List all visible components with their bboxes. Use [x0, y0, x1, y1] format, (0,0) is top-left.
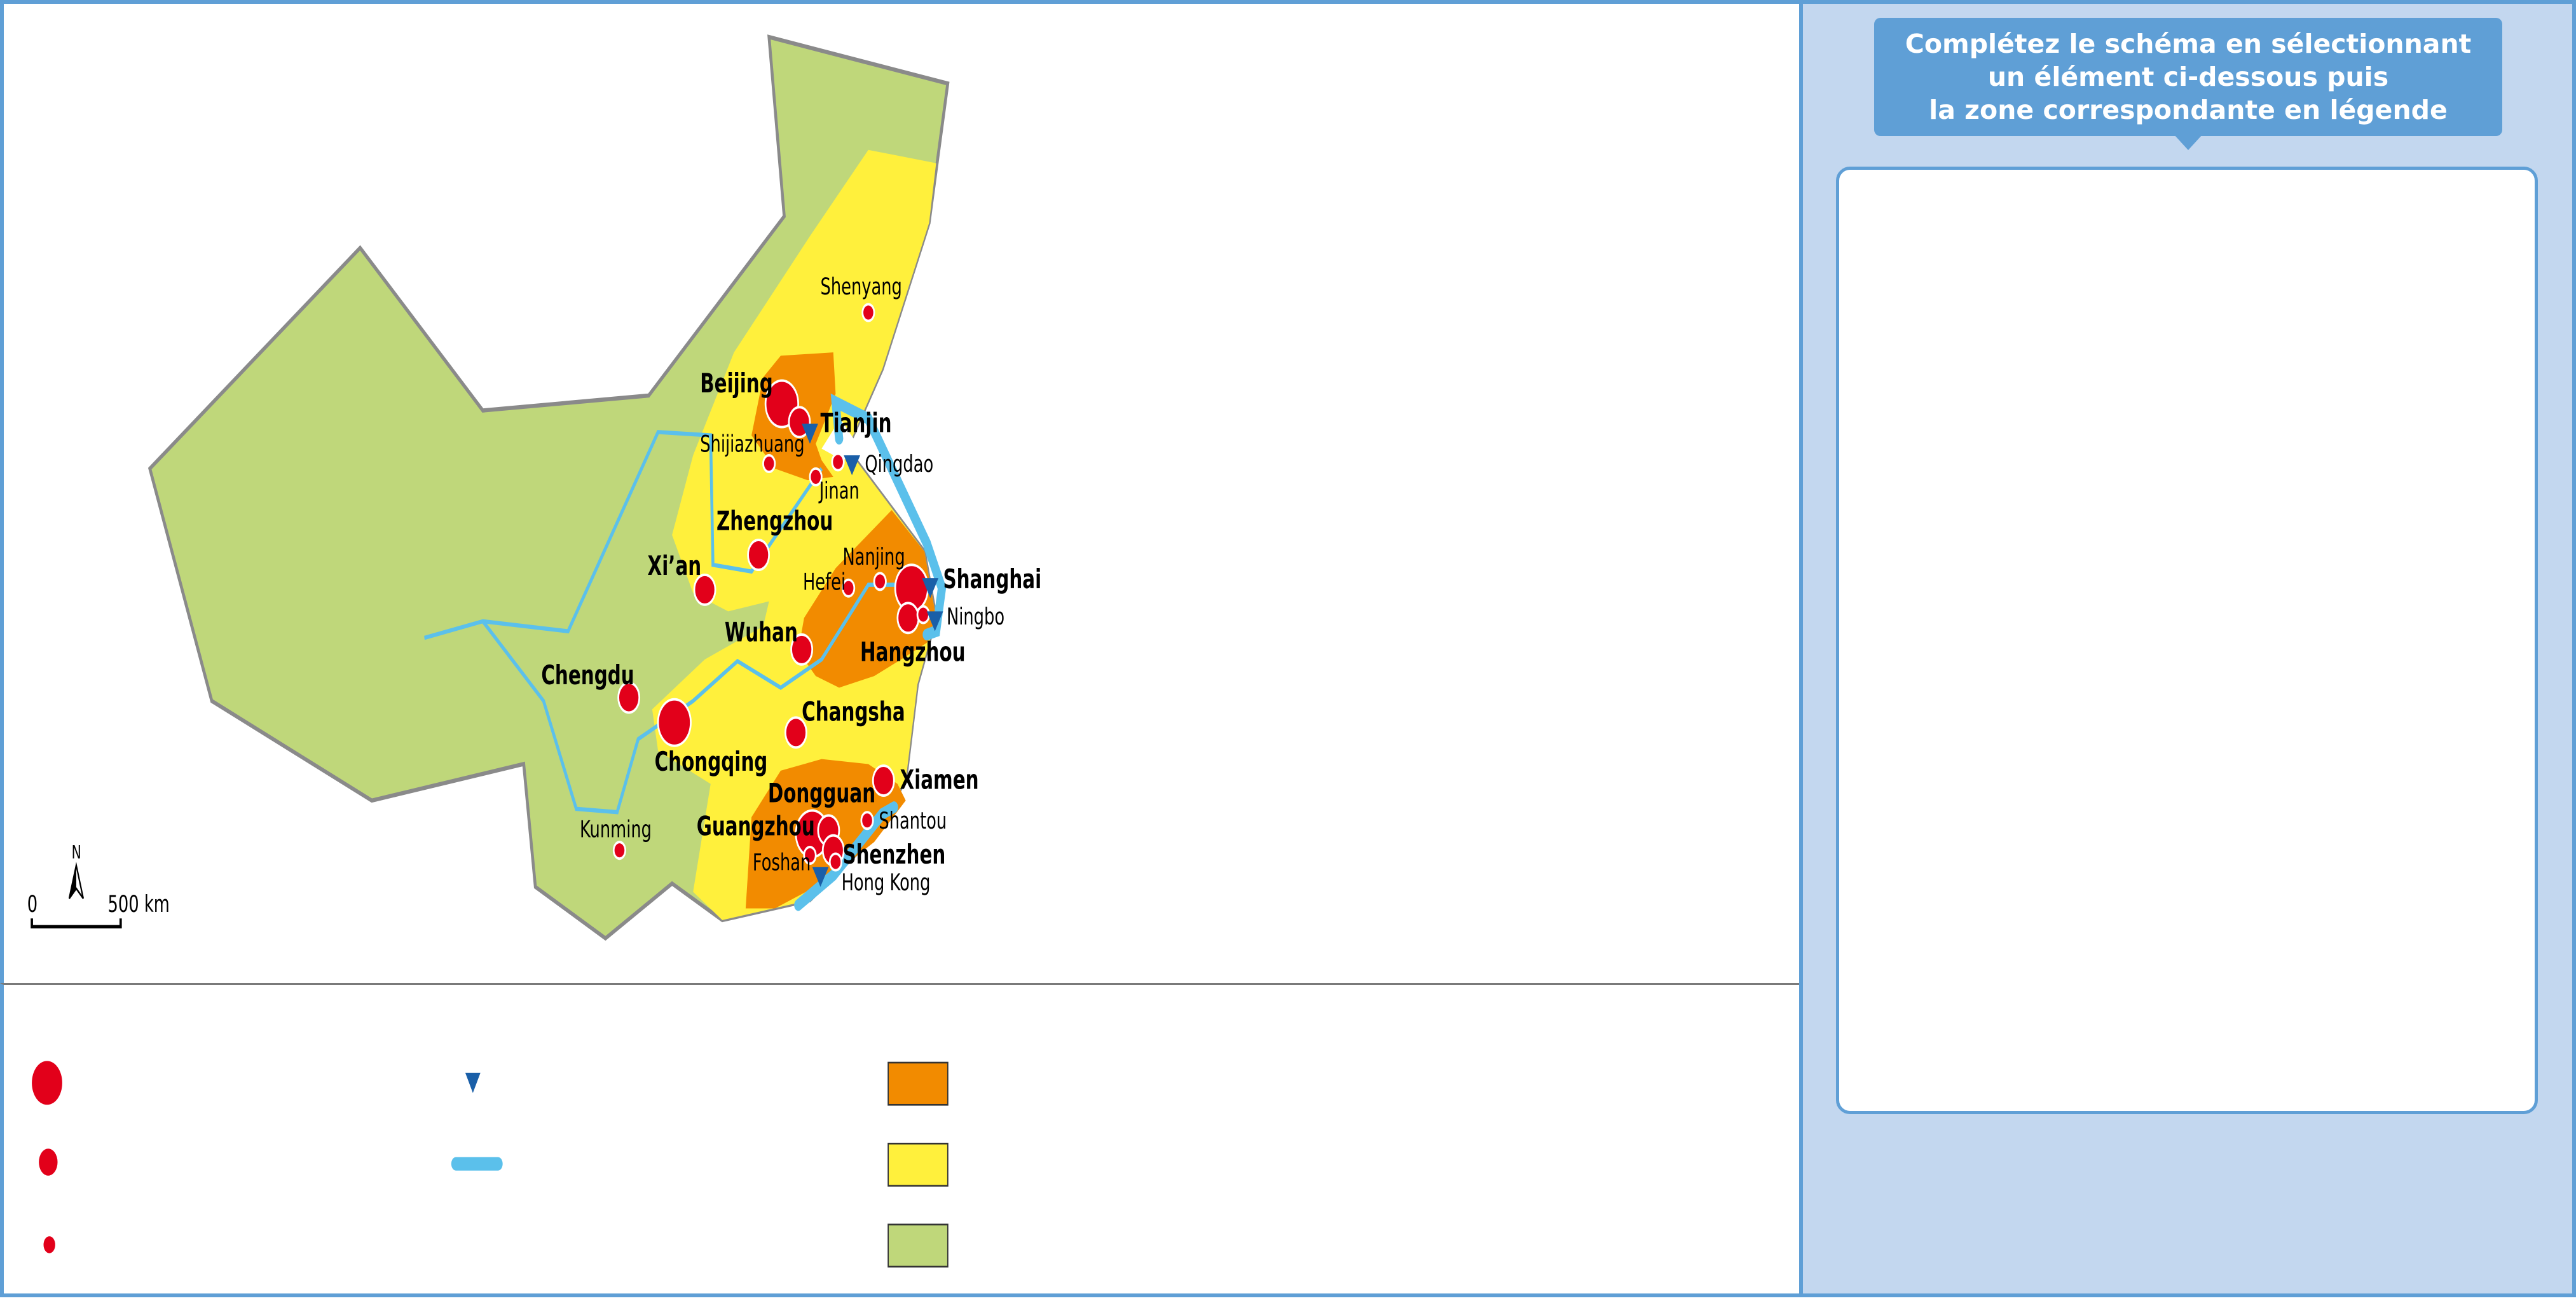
label-hongkong: Hong Kong	[842, 869, 931, 896]
label-ningbo: Ningbo	[947, 604, 1004, 631]
city-dot-nanjing[interactable]	[873, 572, 887, 591]
city-dot-shijiazhuang[interactable]	[762, 454, 776, 474]
label-foshan: Foshan	[753, 850, 811, 876]
label-kunming: Kunming	[580, 817, 652, 843]
city-dot-chongqing[interactable]	[657, 698, 692, 747]
city-dot-shenyang[interactable]	[861, 303, 875, 322]
scale-zero: 0	[27, 891, 38, 918]
port-qingdao[interactable]	[844, 455, 861, 476]
north-label: N	[72, 842, 81, 864]
label-chongqing: Chongqing	[655, 746, 768, 778]
label-hangzhou: Hangzhou	[860, 636, 966, 668]
label-shanghai: Shanghai	[943, 563, 1041, 595]
city-dot-ningbo[interactable]	[916, 605, 930, 624]
label-guangzhou: Guangzhou	[697, 810, 815, 842]
answer-box[interactable]	[1836, 167, 2538, 1114]
side-panel: Complétez le schéma en sélectionnant un …	[1799, 0, 2576, 1297]
instruction-banner: Complétez le schéma en sélectionnant un …	[1874, 18, 2502, 136]
transport-axis	[424, 430, 823, 640]
legend-core-zone[interactable]	[887, 1061, 949, 1106]
label-wuhan: Wuhan	[725, 616, 798, 648]
secondary-zone-area[interactable]	[652, 149, 936, 920]
port-hongkong[interactable]	[812, 867, 829, 887]
scale-bar: 0 500 km	[27, 891, 170, 928]
city-dot-foshan[interactable]	[803, 846, 817, 865]
port-shanghai[interactable]	[922, 578, 939, 598]
city-dot-xiamen[interactable]	[872, 764, 895, 797]
china-map: Shenyang Beijing Tianjin Shijiazhuang Qi…	[27, 34, 1041, 941]
label-qingdao: Qingdao	[865, 452, 933, 478]
port-tianjin[interactable]	[802, 424, 818, 444]
city-dot-zhengzhou[interactable]	[747, 539, 771, 572]
city-dot-chengdu[interactable]	[617, 681, 641, 714]
label-shantou: Shantou	[879, 808, 947, 835]
legend-secondary-zone[interactable]	[887, 1142, 949, 1187]
label-shijiazhuang: Shijiazhuang	[700, 431, 804, 458]
label-chengdu: Chengdu	[541, 659, 634, 691]
maritime-facade	[794, 801, 898, 911]
city-dot-kunming[interactable]	[612, 841, 627, 860]
legend-city-large[interactable]	[32, 1061, 62, 1105]
city-dot-shantou[interactable]	[860, 811, 874, 831]
legend-periphery-zone[interactable]	[887, 1224, 949, 1268]
label-dongguan: Dongguan	[768, 777, 875, 809]
label-tianjin: Tianjin	[821, 407, 892, 439]
label-changsha: Changsha	[802, 696, 905, 727]
transport-axis	[481, 583, 927, 815]
label-shenzhen: Shenzhen	[842, 839, 945, 871]
city-dot-hangzhou[interactable]	[896, 602, 920, 635]
legend-city-medium[interactable]	[39, 1148, 58, 1176]
label-hefei: Hefei	[803, 569, 846, 596]
label-shenyang: Shenyang	[821, 273, 902, 300]
city-dot-hongkong[interactable]	[828, 852, 842, 872]
legend-panel	[0, 983, 1803, 1297]
city-dot-xian[interactable]	[693, 573, 716, 606]
label-xiamen: Xiamen	[900, 764, 978, 796]
city-dot-jinan[interactable]	[809, 467, 823, 486]
port-ningbo[interactable]	[926, 611, 943, 631]
label-nanjing: Nanjing	[842, 544, 905, 571]
instruction-arrow-icon	[2174, 135, 2202, 150]
city-dot-hefei[interactable]	[842, 578, 856, 598]
label-beijing: Beijing	[700, 367, 773, 399]
city-dot-qingdao[interactable]	[831, 452, 845, 472]
scale-distance: 500 km	[108, 891, 170, 918]
label-zhengzhou: Zhengzhou	[716, 505, 833, 537]
map-panel: Shenyang Beijing Tianjin Shijiazhuang Qi…	[0, 0, 1803, 983]
legend-city-small[interactable]	[43, 1236, 55, 1253]
label-jinan: Jinan	[818, 478, 860, 504]
north-arrow-icon: N	[68, 842, 85, 899]
city-dot-wuhan[interactable]	[790, 633, 814, 666]
legend-port[interactable]	[465, 1072, 481, 1093]
city-dot-changsha[interactable]	[784, 716, 807, 749]
label-xian: Xi’an	[648, 550, 702, 582]
